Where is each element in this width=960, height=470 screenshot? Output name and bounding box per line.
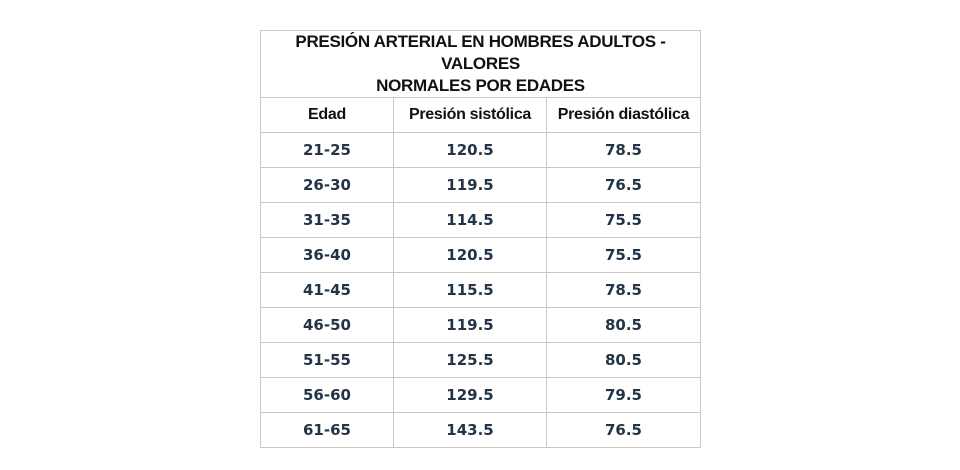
cell-diastolica: 79.5 <box>546 377 701 413</box>
table-row: 21-25 120.5 78.5 <box>260 132 701 168</box>
blood-pressure-table: PRESIÓN ARTERIAL EN HOMBRES ADULTOS - VA… <box>260 30 701 448</box>
cell-sistolica: 114.5 <box>393 202 547 238</box>
cell-diastolica: 76.5 <box>546 167 701 203</box>
cell-sistolica: 119.5 <box>393 307 547 343</box>
table-row: 56-60 129.5 79.5 <box>260 377 701 413</box>
header-presion-sistolica: Presión sistólica <box>393 97 547 133</box>
cell-edad: 41-45 <box>260 272 394 308</box>
cell-edad: 61-65 <box>260 412 394 448</box>
table-row: 41-45 115.5 78.5 <box>260 272 701 308</box>
cell-diastolica: 76.5 <box>546 412 701 448</box>
table-title: PRESIÓN ARTERIAL EN HOMBRES ADULTOS - VA… <box>260 30 701 98</box>
cell-edad: 31-35 <box>260 202 394 238</box>
cell-edad: 46-50 <box>260 307 394 343</box>
cell-sistolica: 120.5 <box>393 237 547 273</box>
cell-diastolica: 75.5 <box>546 237 701 273</box>
cell-sistolica: 129.5 <box>393 377 547 413</box>
title-row: PRESIÓN ARTERIAL EN HOMBRES ADULTOS - VA… <box>260 30 701 98</box>
cell-diastolica: 80.5 <box>546 307 701 343</box>
table-title-line1: PRESIÓN ARTERIAL EN HOMBRES ADULTOS - VA… <box>295 32 666 73</box>
cell-diastolica: 78.5 <box>546 272 701 308</box>
cell-sistolica: 125.5 <box>393 342 547 378</box>
cell-edad: 51-55 <box>260 342 394 378</box>
cell-diastolica: 80.5 <box>546 342 701 378</box>
cell-diastolica: 75.5 <box>546 202 701 238</box>
cell-edad: 36-40 <box>260 237 394 273</box>
table-row: 31-35 114.5 75.5 <box>260 202 701 238</box>
table-title-line2: NORMALES POR EDADES <box>376 76 585 95</box>
header-presion-diastolica: Presión diastólica <box>546 97 701 133</box>
header-edad: Edad <box>260 97 394 133</box>
cell-edad: 56-60 <box>260 377 394 413</box>
cell-sistolica: 119.5 <box>393 167 547 203</box>
header-row: Edad Presión sistólica Presión diastólic… <box>260 97 701 133</box>
cell-sistolica: 115.5 <box>393 272 547 308</box>
table-row: 36-40 120.5 75.5 <box>260 237 701 273</box>
table-row: 51-55 125.5 80.5 <box>260 342 701 378</box>
cell-edad: 26-30 <box>260 167 394 203</box>
cell-sistolica: 143.5 <box>393 412 547 448</box>
cell-edad: 21-25 <box>260 132 394 168</box>
table-body: 21-25 120.5 78.5 26-30 119.5 76.5 31-35 114.5 75… <box>260 132 701 448</box>
cell-diastolica: 78.5 <box>546 132 701 168</box>
table-row: 26-30 119.5 76.5 <box>260 167 701 203</box>
table-row: 61-65 143.5 76.5 <box>260 412 701 448</box>
cell-sistolica: 120.5 <box>393 132 547 168</box>
table-row: 46-50 119.5 80.5 <box>260 307 701 343</box>
